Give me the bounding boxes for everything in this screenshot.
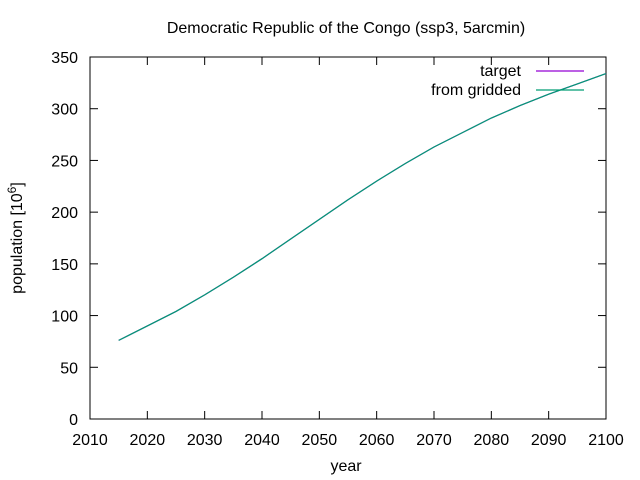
y-tick-label: 200: [51, 205, 78, 222]
x-axis: 2010 2020 2030 2040 2050 2060 2070 2080 2090 2100: [72, 57, 624, 449]
x-tick-label: 2090: [531, 432, 567, 449]
legend-label-from-gridded: from gridded: [431, 82, 521, 99]
x-tick-label: 2100: [588, 432, 624, 449]
y-axis-label: population [106]: [5, 182, 26, 294]
y-tick-label: 250: [51, 153, 78, 170]
x-tick-label: 2070: [416, 432, 452, 449]
x-tick-label: 2060: [359, 432, 395, 449]
chart-title: Democratic Republic of the Congo (ssp3, …: [167, 20, 525, 37]
legend-label-target: target: [480, 63, 521, 80]
y-axis-label-sup: 6: [5, 186, 19, 193]
x-axis-label: year: [330, 458, 362, 475]
y-tick-label: 50: [60, 360, 78, 377]
x-tick-label: 2020: [130, 432, 166, 449]
series-lines: [118, 72, 607, 341]
x-tick-label: 2040: [244, 432, 280, 449]
legend: target from gridded: [431, 63, 584, 99]
x-tick-label: 2050: [302, 432, 338, 449]
plot-frame: [89, 56, 607, 420]
y-tick-label: 0: [69, 412, 78, 429]
x-tick-label: 2030: [187, 432, 223, 449]
y-axis-label-tail: ]: [9, 182, 26, 186]
x-tick-label: 2010: [72, 432, 108, 449]
x-tick-label: 2080: [474, 432, 510, 449]
y-tick-label: 300: [51, 102, 78, 119]
y-tick-label: 150: [51, 257, 78, 274]
y-axis-label-main: population [10: [9, 193, 26, 294]
y-tick-label: 100: [51, 309, 78, 326]
series-line-from-gridded: [118, 72, 607, 341]
y-tick-label: 350: [51, 50, 78, 67]
y-axis: 0 50 100 150 200 250 300 350: [51, 50, 606, 429]
series-line-target: [118, 72, 607, 341]
